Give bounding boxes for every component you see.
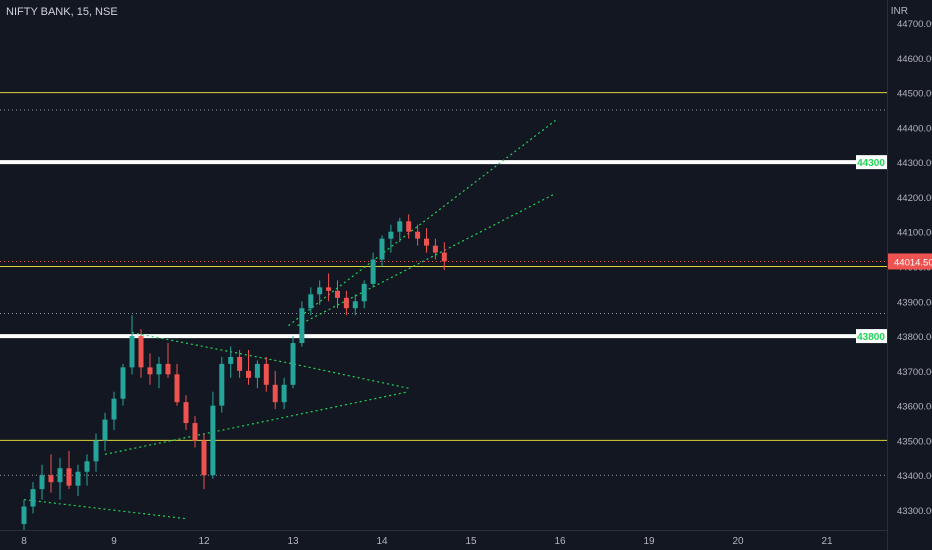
candle[interactable] bbox=[66, 450, 72, 490]
candle[interactable] bbox=[352, 294, 358, 316]
price-axis: 44700.00 44600.00 44500.00 44400.00 44300.00… bbox=[888, 19, 932, 517]
candle[interactable] bbox=[156, 356, 162, 389]
candle[interactable] bbox=[192, 416, 198, 448]
time-tick-label: 21 bbox=[821, 536, 833, 547]
candle[interactable] bbox=[228, 346, 234, 378]
candle[interactable] bbox=[299, 301, 305, 347]
price-tick-label: 44100.00 bbox=[897, 228, 932, 239]
candle[interactable] bbox=[281, 377, 287, 410]
candle[interactable] bbox=[424, 228, 429, 253]
candle[interactable] bbox=[343, 290, 349, 316]
candle[interactable] bbox=[326, 273, 332, 302]
candle[interactable] bbox=[84, 454, 90, 486]
price-tick-label: 43500.00 bbox=[897, 436, 932, 447]
candle[interactable] bbox=[379, 235, 385, 267]
price-tick-label: 44500.00 bbox=[897, 89, 932, 100]
time-tick-label: 19 bbox=[643, 536, 655, 547]
candle[interactable] bbox=[246, 349, 251, 385]
candle[interactable] bbox=[370, 252, 376, 288]
svg-text:44014.50: 44014.50 bbox=[894, 257, 932, 268]
candle[interactable] bbox=[165, 343, 171, 378]
candle[interactable] bbox=[120, 363, 126, 406]
level-label-44300: 44300 bbox=[856, 155, 887, 170]
price-tick-label: 43300.00 bbox=[897, 506, 932, 517]
candle[interactable] bbox=[30, 482, 36, 514]
trend-line-1[interactable] bbox=[131, 332, 409, 389]
price-tick-label: 44200.00 bbox=[897, 193, 932, 204]
candle[interactable] bbox=[254, 360, 260, 389]
time-tick-label: 8 bbox=[21, 536, 27, 547]
candle[interactable] bbox=[183, 395, 189, 430]
candle[interactable] bbox=[138, 329, 144, 378]
trend-lines bbox=[23, 119, 556, 520]
price-tick-label: 43800.00 bbox=[897, 332, 932, 343]
candle[interactable] bbox=[75, 464, 81, 497]
candle[interactable] bbox=[335, 280, 340, 309]
candle[interactable] bbox=[406, 214, 412, 239]
candle[interactable] bbox=[441, 242, 447, 270]
candle[interactable] bbox=[102, 412, 108, 451]
time-tick-label: 9 bbox=[111, 536, 117, 547]
candle[interactable] bbox=[129, 315, 135, 375]
time-tick-label: 15 bbox=[465, 536, 477, 547]
candle[interactable] bbox=[111, 391, 117, 430]
price-tick-label: 43400.00 bbox=[897, 471, 932, 482]
candles bbox=[21, 214, 447, 531]
trend-line-0[interactable] bbox=[23, 499, 187, 520]
time-axis: 8 9 12 13 14 15 16 19 20 21 bbox=[21, 536, 833, 547]
candle[interactable] bbox=[210, 391, 216, 479]
candle[interactable] bbox=[272, 370, 278, 410]
trend-line-2[interactable] bbox=[104, 391, 409, 455]
trend-line-4[interactable] bbox=[297, 192, 556, 327]
time-tick-label: 20 bbox=[732, 536, 744, 547]
candle[interactable] bbox=[308, 287, 314, 316]
time-axis-separator bbox=[0, 530, 887, 531]
candle[interactable] bbox=[21, 499, 27, 531]
time-tick-label: 12 bbox=[198, 536, 210, 547]
time-tick-label: 13 bbox=[287, 536, 299, 547]
candle[interactable] bbox=[415, 224, 421, 246]
svg-text:43800: 43800 bbox=[857, 332, 885, 343]
price-tick-label: 44600.00 bbox=[897, 54, 932, 65]
price-tick-label: 44400.00 bbox=[897, 123, 932, 134]
candle[interactable] bbox=[263, 356, 269, 392]
candle[interactable] bbox=[361, 280, 367, 309]
currency-label: INR bbox=[890, 6, 908, 17]
candle[interactable] bbox=[174, 363, 180, 406]
candle[interactable] bbox=[317, 280, 323, 305]
time-tick-label: 16 bbox=[554, 536, 566, 547]
time-tick-label: 14 bbox=[376, 536, 388, 547]
level-lines: 44300 43800 bbox=[0, 92, 887, 476]
price-tick-label: 43700.00 bbox=[897, 367, 932, 378]
current-price-tag: 44014.50 bbox=[888, 253, 932, 270]
price-tick-label: 44700.00 bbox=[897, 19, 932, 30]
price-tick-label: 43600.00 bbox=[897, 402, 932, 413]
svg-text:44300: 44300 bbox=[857, 158, 885, 169]
candle[interactable] bbox=[48, 454, 54, 493]
candle[interactable] bbox=[147, 353, 153, 385]
level-label-43800: 43800 bbox=[856, 329, 887, 344]
candle[interactable] bbox=[219, 356, 225, 413]
candle[interactable] bbox=[388, 224, 394, 253]
candle[interactable] bbox=[290, 336, 296, 389]
candle[interactable] bbox=[237, 349, 243, 378]
trend-line-3[interactable] bbox=[288, 119, 556, 327]
candle[interactable] bbox=[397, 217, 403, 243]
price-tick-label: 43900.00 bbox=[897, 297, 932, 308]
candle[interactable] bbox=[432, 238, 438, 260]
candle[interactable] bbox=[57, 457, 63, 500]
candle[interactable] bbox=[39, 464, 45, 500]
candle[interactable] bbox=[93, 433, 99, 472]
price-tick-label: 44300.00 bbox=[897, 158, 932, 169]
candle[interactable] bbox=[201, 433, 207, 490]
symbol-title[interactable]: NIFTY BANK, 15, NSE bbox=[6, 6, 118, 18]
price-axis-separator bbox=[887, 0, 888, 550]
